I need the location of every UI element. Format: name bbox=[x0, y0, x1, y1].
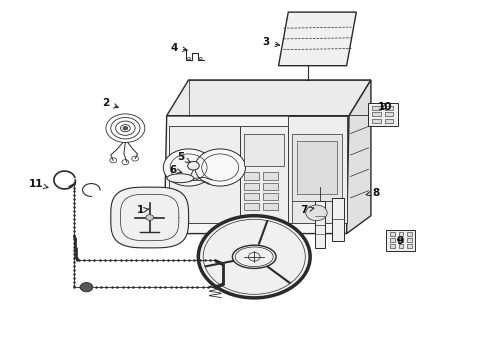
Text: 9: 9 bbox=[396, 237, 403, 247]
Polygon shape bbox=[291, 202, 341, 223]
Polygon shape bbox=[372, 118, 380, 123]
Polygon shape bbox=[389, 244, 394, 248]
Polygon shape bbox=[244, 193, 259, 201]
Polygon shape bbox=[398, 238, 403, 242]
Circle shape bbox=[122, 126, 127, 130]
Polygon shape bbox=[385, 230, 414, 251]
Polygon shape bbox=[406, 238, 411, 242]
Text: 5: 5 bbox=[176, 152, 190, 162]
Polygon shape bbox=[287, 116, 346, 223]
Polygon shape bbox=[111, 187, 188, 248]
Text: 7: 7 bbox=[300, 205, 313, 215]
Polygon shape bbox=[244, 203, 259, 210]
Ellipse shape bbox=[232, 245, 276, 269]
Polygon shape bbox=[372, 112, 380, 116]
Ellipse shape bbox=[166, 174, 193, 183]
Text: 10: 10 bbox=[378, 102, 392, 112]
Polygon shape bbox=[263, 183, 277, 190]
Text: 2: 2 bbox=[102, 98, 118, 108]
Polygon shape bbox=[398, 244, 403, 248]
Polygon shape bbox=[384, 106, 392, 110]
Text: 8: 8 bbox=[366, 188, 379, 198]
Polygon shape bbox=[389, 238, 394, 242]
Polygon shape bbox=[166, 80, 370, 116]
Polygon shape bbox=[263, 193, 277, 201]
Circle shape bbox=[163, 149, 213, 186]
Polygon shape bbox=[243, 134, 284, 166]
Text: 1: 1 bbox=[136, 205, 149, 215]
Circle shape bbox=[187, 161, 199, 170]
Polygon shape bbox=[406, 232, 411, 236]
Polygon shape bbox=[398, 232, 403, 236]
Circle shape bbox=[195, 149, 245, 186]
Polygon shape bbox=[263, 203, 277, 210]
Polygon shape bbox=[372, 106, 380, 110]
Polygon shape bbox=[239, 126, 287, 223]
Polygon shape bbox=[296, 141, 336, 194]
Polygon shape bbox=[384, 112, 392, 116]
Circle shape bbox=[198, 216, 309, 298]
Polygon shape bbox=[244, 172, 259, 180]
Circle shape bbox=[80, 283, 93, 292]
Polygon shape bbox=[291, 134, 341, 202]
Text: 4: 4 bbox=[170, 43, 187, 53]
Circle shape bbox=[305, 205, 326, 221]
Polygon shape bbox=[244, 183, 259, 190]
Polygon shape bbox=[406, 244, 411, 248]
Polygon shape bbox=[263, 172, 277, 180]
Polygon shape bbox=[384, 118, 392, 123]
Text: 11: 11 bbox=[29, 179, 48, 189]
Polygon shape bbox=[278, 12, 356, 66]
Polygon shape bbox=[346, 80, 370, 234]
Polygon shape bbox=[389, 232, 394, 236]
Text: 3: 3 bbox=[262, 37, 279, 48]
Circle shape bbox=[145, 215, 153, 220]
Polygon shape bbox=[331, 198, 344, 241]
Polygon shape bbox=[314, 202, 324, 248]
Polygon shape bbox=[164, 116, 348, 234]
Text: 6: 6 bbox=[169, 165, 182, 175]
Polygon shape bbox=[169, 126, 239, 223]
Polygon shape bbox=[368, 103, 397, 126]
